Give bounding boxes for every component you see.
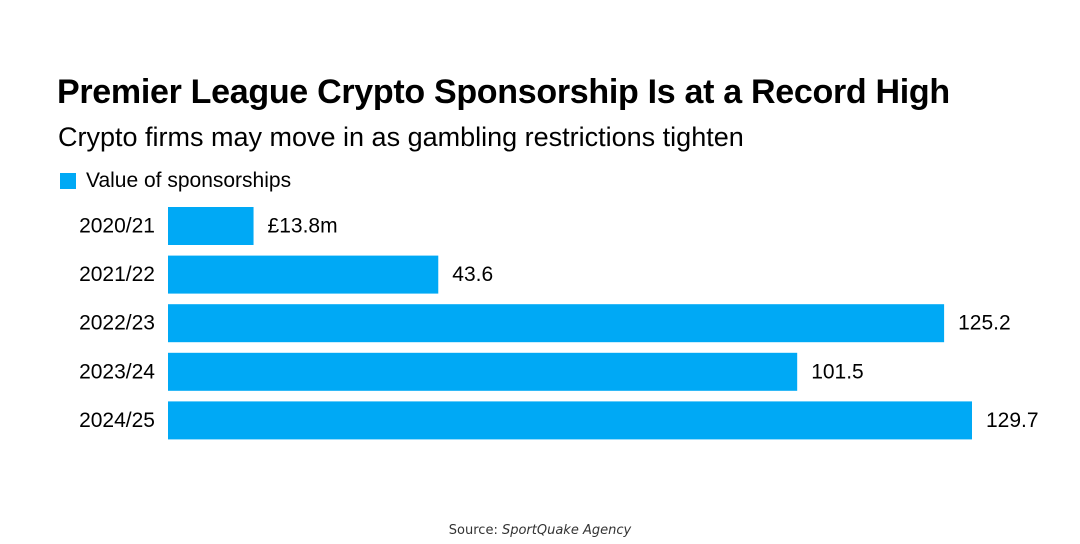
bar — [168, 352, 798, 391]
bar-chart: 2020/21 £13.8m 2021/22 43.6 2022/23 125.2 2023… — [79, 207, 1039, 440]
data-label: 125.2 — [958, 312, 1011, 335]
bar — [168, 304, 945, 343]
source-name: SportQuake Agency — [501, 523, 632, 538]
data-label: 129.7 — [986, 409, 1039, 432]
category-label: 2021/22 — [79, 263, 155, 286]
chart-subtitle: Crypto firms may move in as gambling res… — [58, 122, 744, 152]
legend-swatch — [60, 173, 76, 189]
bar — [168, 207, 254, 245]
category-label: 2023/24 — [79, 360, 155, 383]
category-label: 2022/23 — [79, 312, 155, 335]
chart-title: Premier League Crypto Sponsorship Is at … — [57, 73, 950, 111]
category-label: 2024/25 — [79, 409, 155, 432]
source-prefix: Source: — [448, 523, 498, 538]
data-label: 43.6 — [452, 263, 493, 286]
bar — [168, 401, 972, 440]
legend-label: Value of sponsorships — [86, 169, 292, 192]
data-label: 101.5 — [811, 360, 864, 383]
legend: Value of sponsorships — [60, 167, 291, 195]
source-note: Source: SportQuake Agency — [0, 523, 1080, 538]
bar — [168, 255, 439, 294]
category-label: 2020/21 — [79, 215, 155, 238]
data-label: £13.8m — [268, 215, 338, 238]
